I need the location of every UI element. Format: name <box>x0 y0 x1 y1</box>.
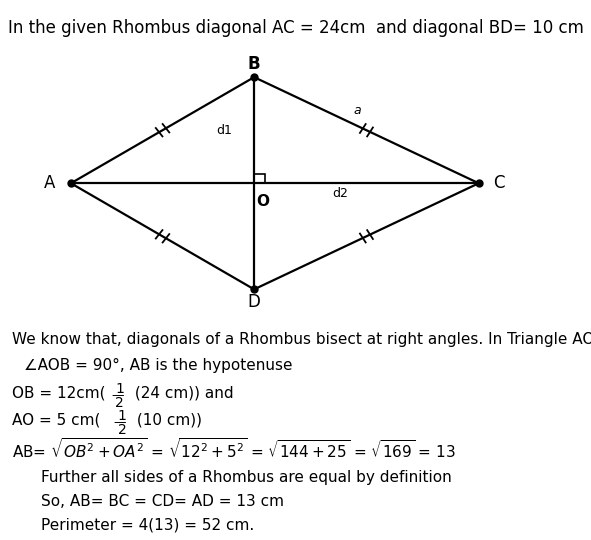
Text: O: O <box>256 194 269 209</box>
Text: (24 cm)) and: (24 cm)) and <box>130 386 233 401</box>
Text: 2: 2 <box>115 396 124 410</box>
Text: a: a <box>353 104 361 117</box>
Text: B: B <box>248 55 261 73</box>
Text: We know that, diagonals of a Rhombus bisect at right angles. In Triangle AOB ,: We know that, diagonals of a Rhombus bis… <box>12 332 591 347</box>
Text: AO = 5 cm(: AO = 5 cm( <box>12 413 100 428</box>
Text: OB = 12cm(: OB = 12cm( <box>12 386 105 401</box>
Text: C: C <box>493 174 505 192</box>
Text: A: A <box>44 174 56 192</box>
Text: 1: 1 <box>115 382 124 396</box>
Text: So, AB= BC = CD= AD = 13 cm: So, AB= BC = CD= AD = 13 cm <box>41 494 284 509</box>
Text: AB= $\sqrt{OB^2 + OA^2}$ = $\sqrt{12^2 + 5^2}$ = $\sqrt{144 + 25}$ = $\sqrt{169}: AB= $\sqrt{OB^2 + OA^2}$ = $\sqrt{12^2 +… <box>12 437 456 461</box>
Text: 1: 1 <box>118 409 126 423</box>
Text: (10 cm)): (10 cm)) <box>132 413 202 428</box>
Text: d1: d1 <box>217 124 232 137</box>
Text: In the given Rhombus diagonal AC = 24cm  and diagonal BD= 10 cm: In the given Rhombus diagonal AC = 24cm … <box>8 19 583 37</box>
Text: Perimeter = 4(13) = 52 cm.: Perimeter = 4(13) = 52 cm. <box>41 517 255 532</box>
Text: 2: 2 <box>118 423 126 437</box>
Text: D: D <box>248 293 261 312</box>
Text: d2: d2 <box>333 187 348 200</box>
Text: Further all sides of a Rhombus are equal by definition: Further all sides of a Rhombus are equal… <box>41 470 452 485</box>
Text: —: — <box>113 416 126 429</box>
Text: ∠AOB = 90°, AB is the hypotenuse: ∠AOB = 90°, AB is the hypotenuse <box>24 357 292 373</box>
Text: —: — <box>111 389 124 402</box>
